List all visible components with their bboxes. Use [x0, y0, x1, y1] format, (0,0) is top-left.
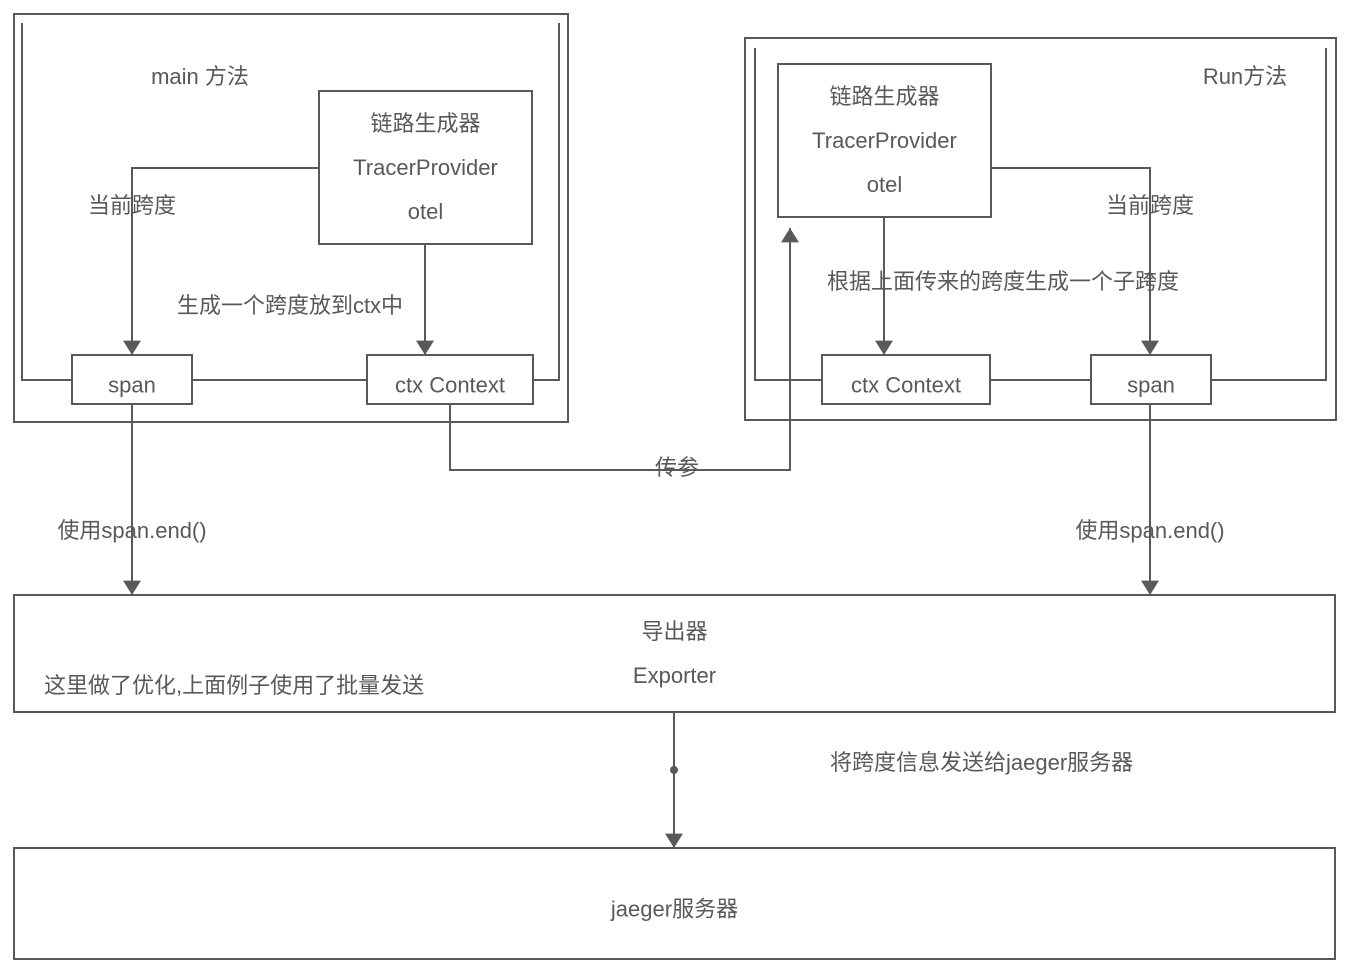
edge-dot [670, 766, 678, 774]
main-tracer-line1: 链路生成器 [370, 111, 480, 136]
label-pass-param: 传参 [655, 455, 699, 480]
arrowhead [1141, 581, 1159, 595]
run-container-title: Run方法 [1203, 64, 1287, 89]
label-send-jaeger: 将跨度信息发送给jaeger服务器 [830, 750, 1133, 775]
label-run-current-span: 当前跨度 [1106, 193, 1194, 218]
arrowhead [665, 834, 683, 848]
arrowhead [123, 581, 141, 595]
exporter-line2: Exporter [633, 663, 716, 688]
exporter-line1: 导出器 [641, 619, 707, 644]
run-tracer-line3: otel [867, 172, 902, 197]
main-tracer-line2: TracerProvider [353, 155, 498, 180]
run-tracer-line1: 链路生成器 [829, 84, 939, 109]
main-tracer-line3: otel [408, 199, 443, 224]
main-span-label: span [108, 372, 156, 397]
label-main-gen-span: 生成一个跨度放到ctx中 [177, 293, 403, 318]
main-container-title: main 方法 [151, 64, 249, 89]
label-main-current-span: 当前跨度 [88, 193, 176, 218]
label-run-span-end: 使用span.end() [1075, 518, 1224, 543]
jaeger-label: jaeger服务器 [610, 896, 738, 921]
main-ctx-label: ctx Context [395, 372, 505, 397]
exporter-note: 这里做了优化,上面例子使用了批量发送 [44, 673, 424, 698]
label-run-gen-child: 根据上面传来的跨度生成一个子跨度 [827, 269, 1179, 294]
run-span-label: span [1127, 372, 1175, 397]
run-ctx-label: ctx Context [851, 372, 961, 397]
label-main-span-end: 使用span.end() [57, 518, 206, 543]
run-tracer-line2: TracerProvider [812, 128, 957, 153]
